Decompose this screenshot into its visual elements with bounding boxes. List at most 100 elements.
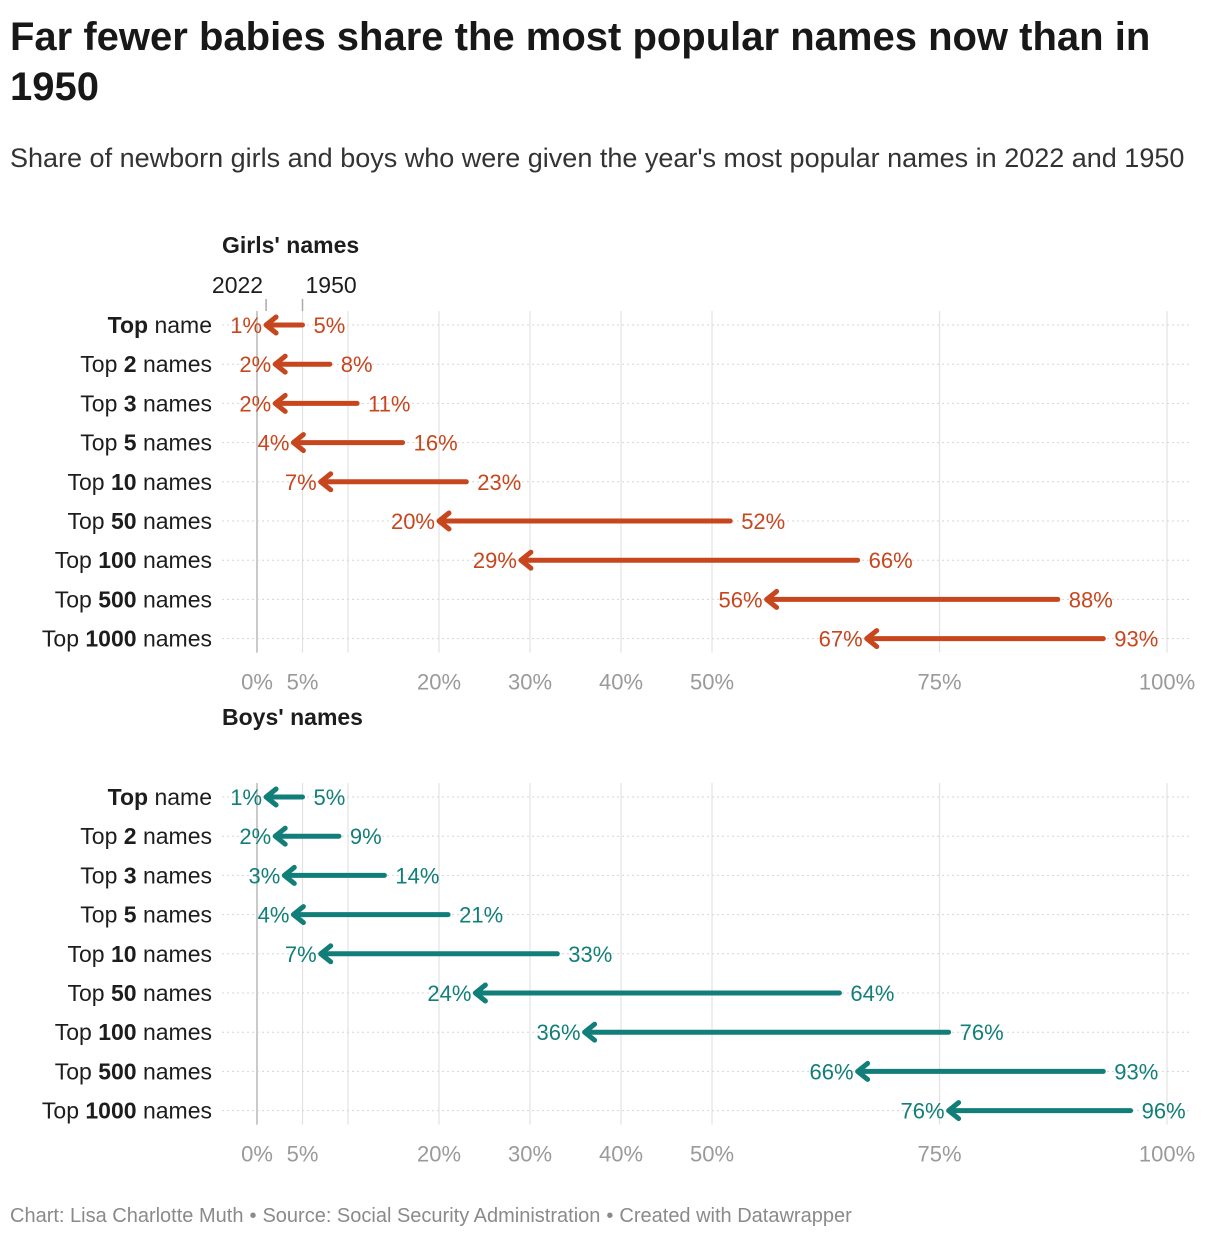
category-label: Top 5 names (80, 902, 212, 928)
chart-credit: Chart: Lisa Charlotte Muth (10, 1205, 244, 1227)
category-label: Top 500 names (55, 586, 212, 612)
girls-value-1950: 88% (1069, 587, 1113, 612)
x-tick-label: 40% (599, 1142, 643, 1167)
x-tick-label: 50% (690, 1142, 734, 1167)
girls-value-2022: 7% (285, 470, 317, 495)
girls-value-1950: 5% (314, 313, 346, 338)
footer-separator: • (249, 1205, 257, 1227)
girls-value-2022: 67% (819, 627, 863, 652)
boys-value-2022: 2% (239, 824, 271, 849)
x-tick-label: 20% (417, 670, 461, 695)
x-tick-label: 40% (599, 670, 643, 695)
girls-arrow-head (290, 432, 306, 454)
girls-value-1950: 8% (341, 352, 373, 377)
category-label: Top 500 names (55, 1058, 212, 1084)
girls-value-1950: 11% (368, 391, 410, 416)
boys-value-1950: 5% (314, 785, 346, 810)
boys-value-1950: 76% (960, 1020, 1004, 1045)
girls-value-2022: 2% (239, 391, 271, 416)
girls-value-2022: 29% (473, 548, 517, 573)
boys-value-2022: 24% (427, 981, 471, 1006)
girls-value-2022: 1% (230, 313, 262, 338)
category-label: Top 2 names (80, 823, 212, 849)
boys-value-1950: 96% (1142, 1099, 1186, 1124)
boys-value-1950: 64% (850, 981, 894, 1006)
x-tick-label: 100% (1139, 1142, 1195, 1167)
boys-value-2022: 76% (901, 1099, 945, 1124)
boys-arrow-head (582, 1021, 598, 1043)
boys-value-1950: 14% (395, 863, 439, 888)
girls-arrow-head (318, 471, 334, 493)
girls-arrow-head (764, 588, 780, 610)
category-label: Top name (108, 312, 212, 338)
created-with-datawrapper[interactable]: Created with Datawrapper (619, 1205, 852, 1227)
boys-arrow-head (318, 943, 334, 965)
chart-subtitle: Share of newborn girls and boys who were… (10, 143, 1185, 173)
x-tick-label: 75% (917, 670, 961, 695)
x-tick-label: 50% (690, 670, 734, 695)
category-label: Top 3 names (80, 862, 212, 888)
girls-panel: Girls' names 2022 1950 0% 5% 20% 30% 40% 50% 75% 1… (42, 232, 1195, 695)
category-label: Top 2 names (80, 351, 212, 377)
boys-arrow-head (472, 982, 488, 1004)
girls-arrow-head (272, 353, 288, 375)
boys-value-2022: 7% (285, 942, 317, 967)
girls-value-2022: 4% (258, 431, 290, 456)
boys-panel-title: Boys' names (222, 704, 363, 730)
x-tick-label: 5% (287, 1142, 319, 1167)
girls-arrow-head (272, 392, 288, 414)
x-tick-label: 100% (1139, 670, 1195, 695)
category-label: Top 5 names (80, 430, 212, 456)
boys-arrow-head (290, 904, 306, 926)
girls-value-2022: 2% (239, 352, 271, 377)
data-source[interactable]: Source: Social Security Administration (262, 1205, 601, 1227)
girls-value-1950: 23% (477, 470, 521, 495)
boys-value-2022: 3% (249, 863, 281, 888)
boys-value-2022: 1% (230, 785, 262, 810)
boys-arrow-head (263, 786, 279, 808)
boys-value-1950: 93% (1114, 1059, 1158, 1084)
boys-arrow-head (281, 864, 297, 886)
girls-value-1950: 93% (1114, 627, 1158, 652)
boys-arrow-head (855, 1060, 871, 1082)
girls-arrow-head (518, 549, 534, 571)
girls-value-1950: 52% (741, 509, 785, 534)
x-tick-label: 30% (508, 670, 552, 695)
girls-value-2022: 20% (391, 509, 435, 534)
x-tick-label: 0% (241, 670, 273, 695)
category-label: Top 50 names (67, 980, 212, 1006)
boys-value-1950: 9% (350, 824, 382, 849)
category-label: Top 10 names (67, 941, 212, 967)
category-label: Top 1000 names (42, 1098, 212, 1124)
boys-value-2022: 66% (810, 1059, 854, 1084)
category-label: Top 3 names (80, 390, 212, 416)
girls-arrow-head (436, 510, 452, 532)
x-tick-label: 0% (241, 1142, 273, 1167)
x-tick-label: 30% (508, 1142, 552, 1167)
category-label: Top 100 names (55, 1019, 212, 1045)
girls-arrow-head (864, 628, 880, 650)
boys-arrow-head (272, 825, 288, 847)
girls-panel-title: Girls' names (222, 232, 359, 258)
girls-value-1950: 16% (414, 431, 458, 456)
boys-value-1950: 21% (459, 903, 503, 928)
x-tick-label: 75% (917, 1142, 961, 1167)
legend-1950-label: 1950 (306, 272, 357, 298)
category-label: Top 1000 names (42, 626, 212, 652)
x-tick-label: 20% (417, 1142, 461, 1167)
category-label: Top 10 names (67, 469, 212, 495)
category-label: Top name (108, 784, 212, 810)
boys-value-2022: 36% (537, 1020, 581, 1045)
category-label: Top 100 names (55, 547, 212, 573)
legend-2022-label: 2022 (212, 272, 263, 298)
chart-title: Far fewer babies share the most popular … (10, 15, 1151, 109)
arrow-range-chart: Girls' names 2022 1950 0% 5% 20% 30% 40% 50% 75% 1… (42, 232, 1195, 1167)
chart-footer: Chart: Lisa Charlotte Muth • Source: Socia… (10, 1205, 852, 1228)
girls-value-2022: 56% (719, 587, 763, 612)
boys-value-1950: 33% (568, 942, 612, 967)
x-tick-label: 5% (287, 670, 319, 695)
girls-value-1950: 66% (869, 548, 913, 573)
boys-panel: Boys' names 0% 5% 20% 30% 40% 50% 75% 100% Top na… (42, 704, 1195, 1167)
girls-arrow-head (263, 314, 279, 336)
boys-arrow-head (946, 1100, 962, 1122)
